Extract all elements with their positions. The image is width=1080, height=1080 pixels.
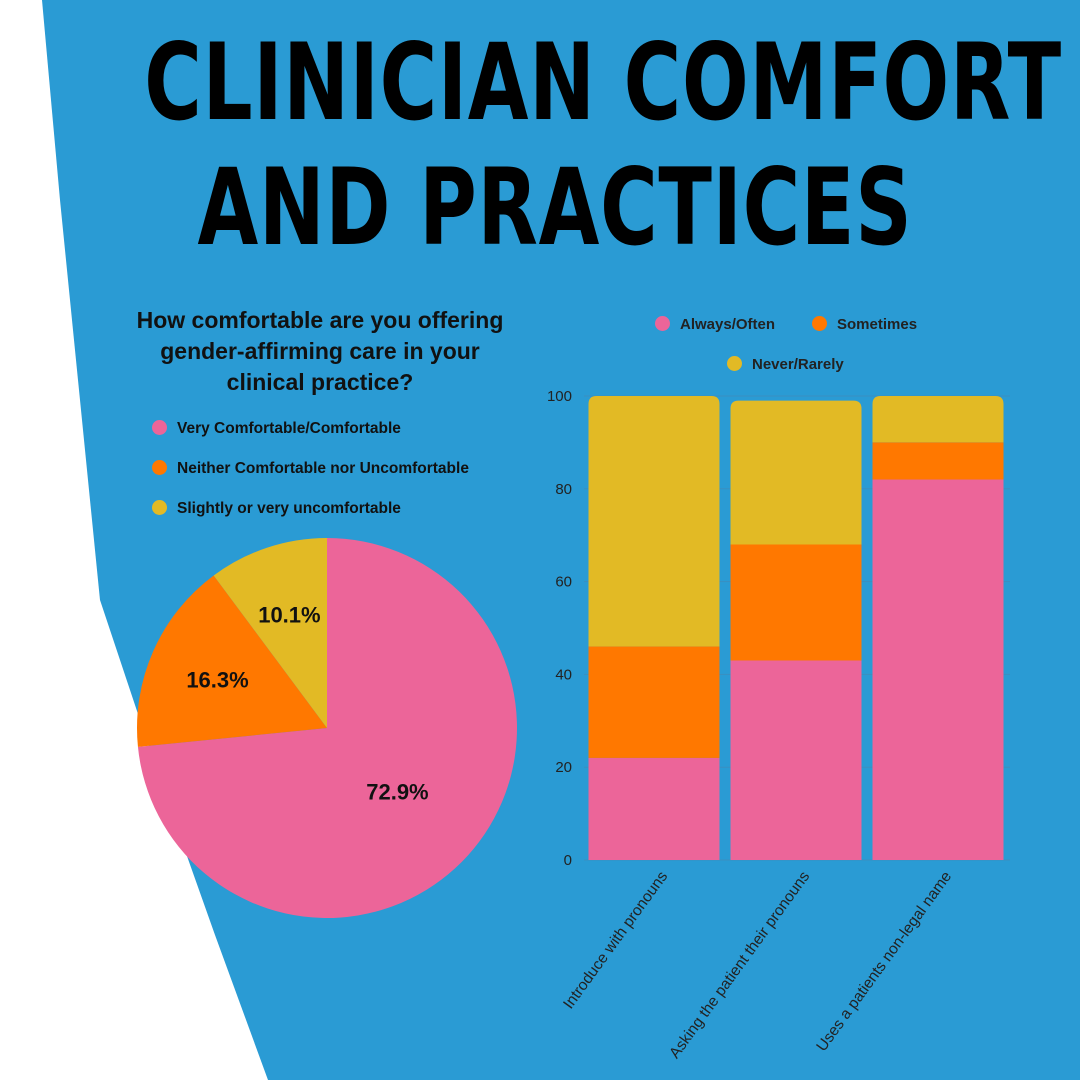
pie-legend-item: Very Comfortable/Comfortable bbox=[152, 420, 401, 438]
bar-segment bbox=[588, 646, 720, 758]
pie-slice-label: 72.9% bbox=[366, 780, 428, 805]
bar-segment bbox=[872, 479, 1004, 860]
bar-legend-item: Always/Often bbox=[655, 316, 775, 333]
pie-legend-label: Neither Comfortable nor Uncomfortable bbox=[177, 460, 469, 477]
bar-segment bbox=[588, 396, 720, 647]
y-tick-label: 100 bbox=[547, 388, 572, 405]
bar-legend-label: Sometimes bbox=[837, 316, 918, 333]
orange-dot-icon bbox=[152, 460, 167, 475]
y-tick-label: 20 bbox=[555, 759, 572, 776]
y-tick-label: 80 bbox=[555, 481, 572, 498]
yellow-dot-icon bbox=[152, 500, 167, 515]
y-tick-label: 60 bbox=[555, 574, 572, 591]
pie-chart: 72.9% 16.3% 10.1% bbox=[137, 538, 518, 919]
pie-legend-label: Slightly or very uncomfortable bbox=[177, 500, 401, 517]
bar-segment bbox=[588, 757, 720, 860]
title-line-2: AND PRACTICES bbox=[197, 146, 913, 269]
y-tick-label: 0 bbox=[564, 852, 572, 869]
title-line-1: CLINICIAN COMFORT bbox=[144, 21, 1062, 144]
bar-segment bbox=[872, 396, 1004, 443]
bar-legend-item: Never/Rarely bbox=[727, 356, 844, 373]
yellow-dot-icon bbox=[727, 356, 742, 371]
pie-slice-label: 16.3% bbox=[186, 668, 248, 693]
bar-legend-item: Sometimes bbox=[812, 316, 917, 333]
bar-segment bbox=[872, 442, 1004, 480]
pie-slice bbox=[137, 575, 327, 747]
pie-slice bbox=[213, 538, 327, 728]
bar-segment bbox=[730, 400, 862, 545]
pie-legend-item: Neither Comfortable nor Uncomfortable bbox=[152, 460, 469, 478]
y-tick-label: 40 bbox=[555, 666, 572, 683]
orange-dot-icon bbox=[812, 316, 827, 331]
bar-legend-label: Never/Rarely bbox=[752, 356, 844, 373]
bar-segment bbox=[730, 660, 862, 860]
bar-legend-label: Always/Often bbox=[680, 316, 776, 333]
x-category-label: Asking the patient their pronouns bbox=[666, 868, 813, 1062]
pie-question: How comfortable are you offering gender-… bbox=[136, 307, 504, 395]
pie-legend-label: Very Comfortable/Comfortable bbox=[177, 420, 401, 437]
x-category-label: Introduce with pronouns bbox=[560, 868, 671, 1012]
bar-segment bbox=[730, 544, 862, 661]
pie-slice bbox=[137, 538, 518, 919]
pie-slice-label: 10.1% bbox=[258, 602, 320, 627]
pie-legend-item: Slightly or very uncomfortable bbox=[152, 500, 401, 518]
stacked-bar-chart: 0 20 40 60 80 100 Introduce with pronounsAskin… bbox=[547, 388, 1010, 1062]
pink-dot-icon bbox=[655, 316, 670, 331]
x-category-label: Uses a patients non-legal name bbox=[813, 868, 955, 1054]
pink-dot-icon bbox=[152, 420, 167, 435]
